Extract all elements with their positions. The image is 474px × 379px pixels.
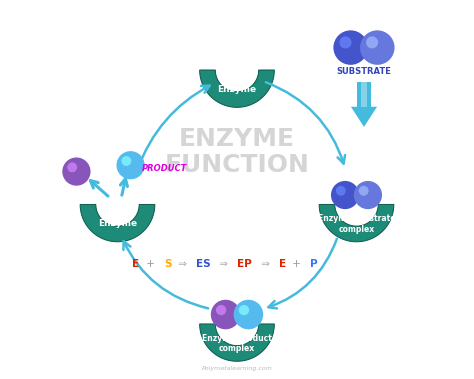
Text: EP: EP <box>237 259 252 269</box>
Polygon shape <box>319 204 394 242</box>
Circle shape <box>117 151 145 179</box>
Circle shape <box>121 156 131 166</box>
Text: Enzyme product
complex: Enzyme product complex <box>202 334 272 353</box>
Text: ⇒: ⇒ <box>257 259 273 269</box>
FancyBboxPatch shape <box>361 82 366 107</box>
Circle shape <box>354 181 382 209</box>
Circle shape <box>333 30 368 65</box>
Circle shape <box>67 162 77 172</box>
Text: P: P <box>310 259 318 269</box>
Text: +: + <box>289 259 304 269</box>
Text: ENZYME
FUNCTION: ENZYME FUNCTION <box>164 127 310 177</box>
Polygon shape <box>200 324 274 361</box>
Circle shape <box>331 181 359 209</box>
Text: Enzyme: Enzyme <box>218 85 256 94</box>
Text: ⇒: ⇒ <box>175 259 190 269</box>
Circle shape <box>62 157 91 186</box>
Polygon shape <box>98 193 121 204</box>
Text: +: + <box>143 259 158 269</box>
Text: S: S <box>164 259 172 269</box>
FancyBboxPatch shape <box>357 82 371 107</box>
Circle shape <box>216 305 226 315</box>
Text: E: E <box>132 259 139 269</box>
Circle shape <box>239 305 249 315</box>
Polygon shape <box>80 204 155 242</box>
Polygon shape <box>218 59 240 70</box>
Polygon shape <box>234 59 256 70</box>
Circle shape <box>336 186 346 196</box>
Circle shape <box>211 300 240 329</box>
Text: PRODUCT: PRODUCT <box>142 164 187 174</box>
Text: Polymatalearning.com: Polymatalearning.com <box>201 366 273 371</box>
Text: Enzyme: Enzyme <box>98 219 137 229</box>
Circle shape <box>359 186 369 196</box>
Polygon shape <box>351 107 377 127</box>
Text: ES: ES <box>196 259 210 269</box>
Circle shape <box>234 300 263 329</box>
Polygon shape <box>200 70 274 107</box>
Polygon shape <box>114 193 137 204</box>
Circle shape <box>366 36 378 49</box>
Text: E: E <box>279 259 286 269</box>
Circle shape <box>360 30 394 65</box>
Text: Enzyme substrate
complex: Enzyme substrate complex <box>318 214 395 233</box>
Text: ⇒: ⇒ <box>216 259 231 269</box>
Circle shape <box>339 36 352 49</box>
Text: SUBSTRATE: SUBSTRATE <box>337 67 392 76</box>
